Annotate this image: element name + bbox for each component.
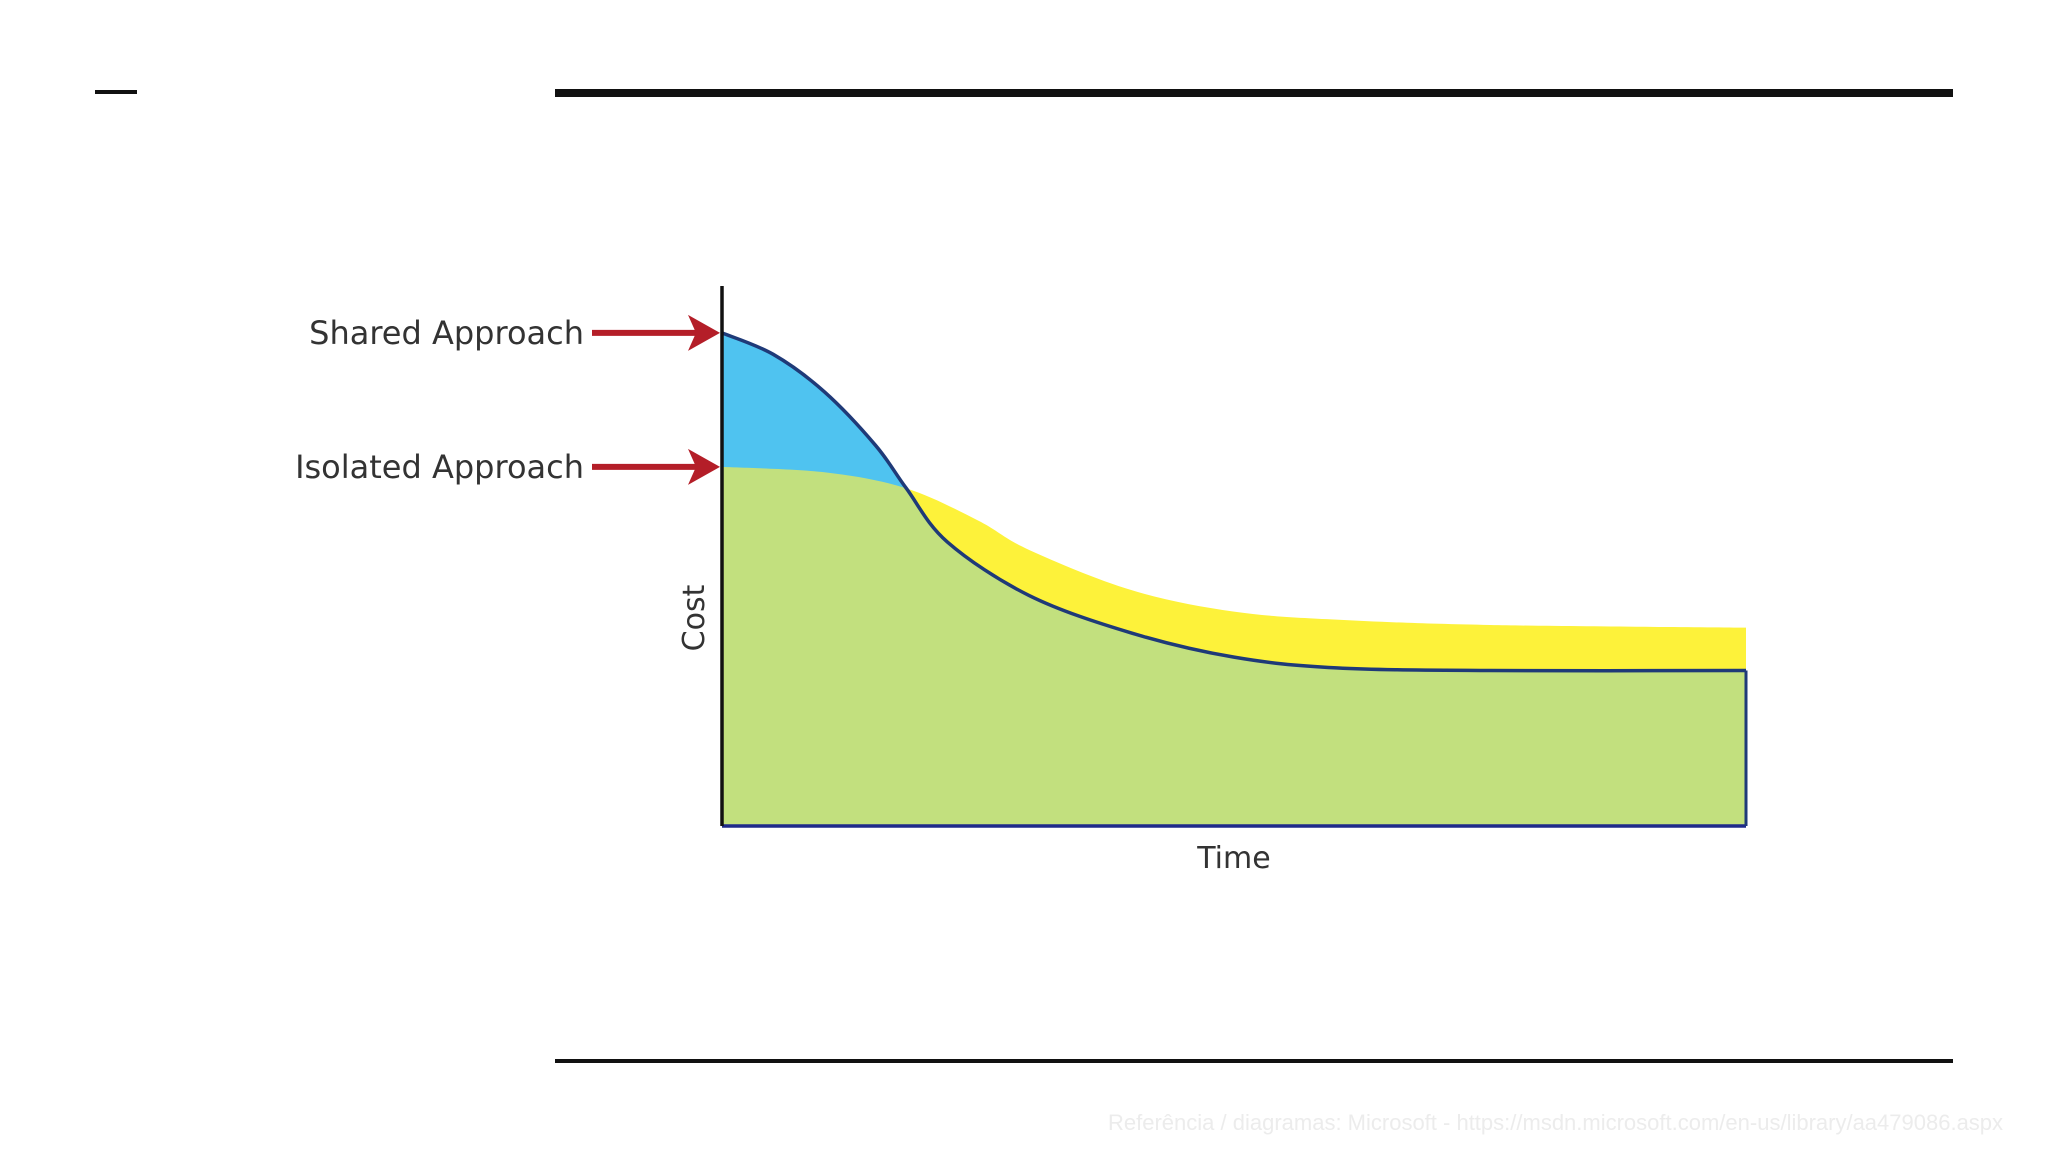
isolated-approach-label: Isolated Approach xyxy=(295,448,584,486)
plot-areas xyxy=(722,332,1746,826)
shared-curve xyxy=(721,331,1747,673)
bottom-rule xyxy=(555,1059,1953,1063)
isolated-approach-arrow xyxy=(592,448,720,485)
x-axis-label: Time xyxy=(1196,841,1270,876)
title-dash xyxy=(95,90,137,94)
common-area xyxy=(722,466,1746,826)
arrow-head xyxy=(688,448,720,485)
shared-approach-arrow xyxy=(592,314,720,351)
arrow-head xyxy=(688,314,720,351)
top-rule xyxy=(555,89,1953,97)
shared-approach-label: Shared Approach xyxy=(309,314,584,352)
reference-note: Referência / diagramas: Microsoft - http… xyxy=(1108,1110,2004,1135)
y-axis-label: Cost xyxy=(677,584,712,651)
